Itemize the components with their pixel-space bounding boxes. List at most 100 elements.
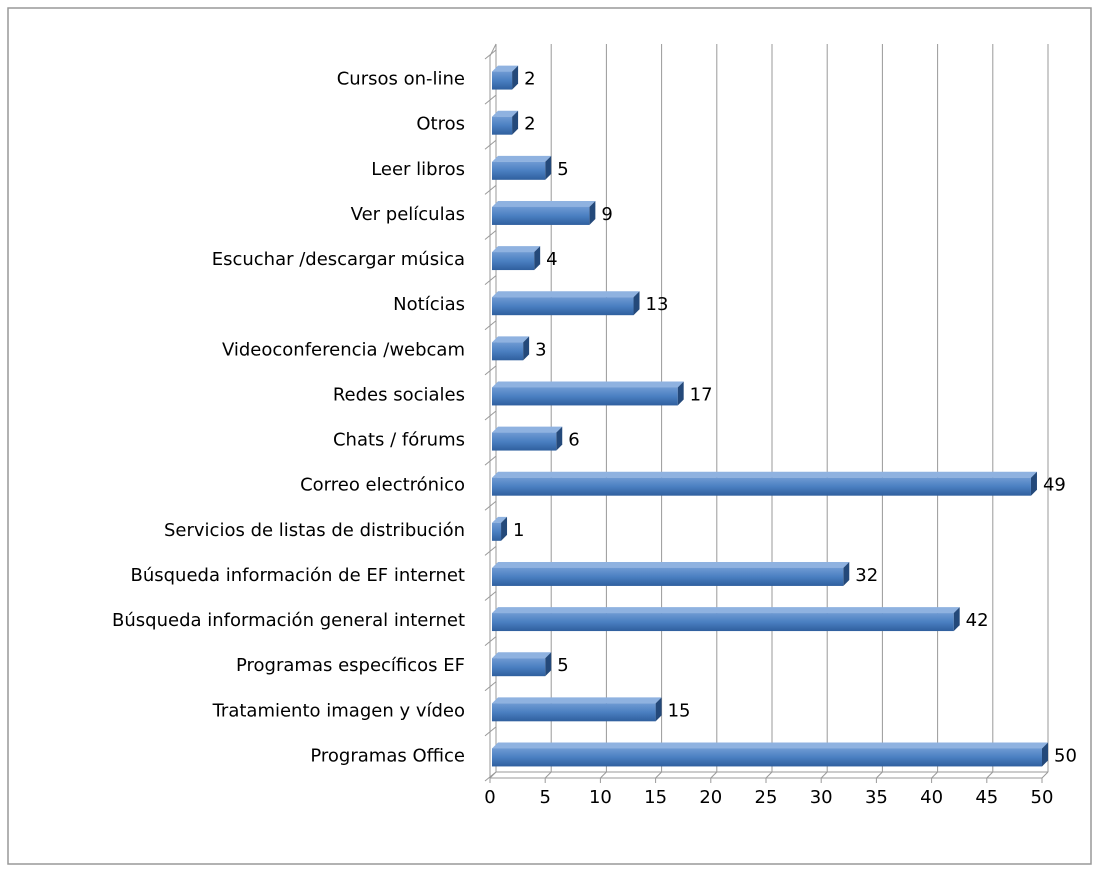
category-tick [484,139,497,150]
bar [492,748,1042,767]
bar [492,206,590,225]
bar-side [534,246,541,271]
category-label: Cursos on-line [337,69,465,90]
value-label: 6 [568,430,579,451]
bar [492,116,513,135]
category-tick [484,681,497,692]
category-label: Programas Office [310,745,465,766]
bar-top [492,471,1037,478]
bar-side [1030,471,1037,496]
value-label: 13 [646,294,669,315]
bar-side [512,110,519,135]
bar-top [492,561,850,568]
category-tick [484,275,497,286]
bar-top [492,291,640,298]
x-floor-line [876,771,883,779]
category-label: Ver películas [351,204,465,225]
x-floor-line [820,771,828,779]
x-tick-label: 5 [539,787,550,808]
x-tick-label: 30 [810,787,833,808]
category-label: Otros [416,114,465,135]
bar-top [492,155,552,162]
bar [492,567,844,586]
x-floor-line [489,771,497,779]
bar-top [492,246,541,253]
x-floor-line [931,771,938,779]
bar [492,477,1031,496]
bar [492,432,557,451]
value-label: 5 [557,655,568,676]
x-tick-label: 50 [1031,787,1054,808]
x-tick-label: 25 [755,787,778,808]
category-label: Búsqueda información general internet [112,610,465,631]
category-tick [484,94,497,105]
bar-top [492,742,1048,749]
x-tick-label: 35 [865,787,888,808]
bar [492,252,535,271]
bar-top [492,65,519,72]
x-tick-label: 0 [484,787,495,808]
x-tick-label: 10 [589,787,612,808]
value-label: 3 [535,339,546,360]
bar [492,703,656,722]
category-tick [484,545,497,556]
bar-top [492,200,596,207]
bar-top [492,697,662,704]
category-label: Búsqueda información de EF internet [130,565,465,586]
category-label: Chats / fórums [333,430,465,451]
bar-side [501,516,508,541]
bar-side [1042,742,1048,767]
bar-side [545,652,552,677]
category-tick [484,49,497,60]
x-floor-line [600,771,607,779]
category-tick [484,591,497,601]
bar-top [492,110,519,117]
x-floor-line [986,771,994,779]
bar [492,387,678,406]
bar [492,71,513,90]
value-label: 49 [1043,475,1066,496]
value-label: 17 [690,384,713,405]
value-label: 2 [524,69,535,90]
x-floor-line [1041,771,1049,779]
bar-side [512,65,519,90]
bar-top [492,336,530,343]
bar-side [843,561,850,586]
bar-side [655,697,662,722]
bar [492,522,502,541]
bar-top [492,426,563,433]
category-label: Redes sociales [333,384,465,405]
x-floor-line [765,771,773,779]
category-label: Leer libros [371,159,465,180]
x-tick-label: 20 [699,787,722,808]
value-label: 1 [513,520,524,541]
x-tick-label: 40 [920,787,943,808]
bar [492,342,524,361]
bar-side [677,381,684,406]
bar-top [492,381,684,388]
category-label: Escuchar /descargar música [212,249,465,270]
bar-side [953,607,960,632]
bar-top [492,516,508,523]
value-label: 9 [601,204,612,225]
bar-side [633,291,640,316]
bar-side [545,155,552,180]
bar [492,613,954,632]
x-floor-line [710,771,718,779]
bar-top [492,607,960,614]
value-label: 4 [546,249,557,270]
category-label: Programas específicos EF [236,655,465,676]
value-label: 2 [524,114,535,135]
bar-top [492,652,552,659]
category-tick [484,320,497,331]
category-tick [484,184,497,195]
category-tick [484,636,497,647]
value-label: 42 [966,610,989,631]
x-floor-line [655,771,662,779]
value-label: 5 [557,159,568,180]
category-tick [484,410,497,421]
category-label: Servicios de listas de distribución [164,520,465,541]
bar-side [556,426,563,451]
category-tick [484,455,497,466]
